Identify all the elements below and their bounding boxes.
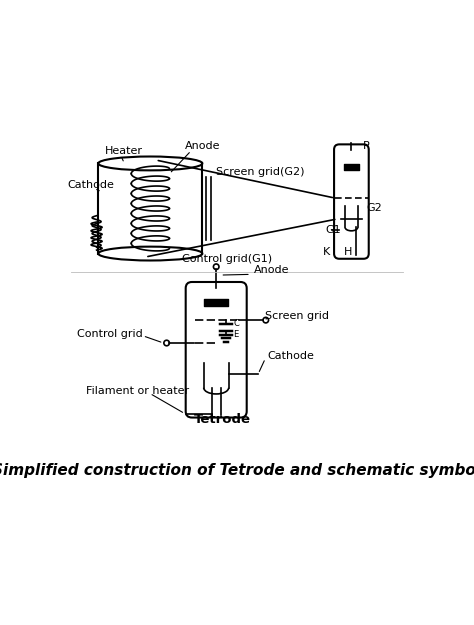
Text: Cathode: Cathode xyxy=(67,181,114,191)
Text: Screen grid(G2): Screen grid(G2) xyxy=(216,166,305,176)
Text: P: P xyxy=(363,141,369,151)
Text: H: H xyxy=(344,247,352,257)
Text: G1: G1 xyxy=(326,225,341,235)
Text: G2: G2 xyxy=(366,203,382,213)
Text: Cathode: Cathode xyxy=(267,351,314,361)
Text: C: C xyxy=(234,319,239,328)
Text: Filament or heater: Filament or heater xyxy=(86,386,189,396)
Text: Screen grid: Screen grid xyxy=(265,311,329,321)
Text: Anode: Anode xyxy=(185,141,220,151)
Text: Heater: Heater xyxy=(105,146,143,156)
Text: Control grid: Control grid xyxy=(77,329,143,339)
Text: Simplified construction of Tetrode and schematic symbol: Simplified construction of Tetrode and s… xyxy=(0,463,474,478)
Text: K: K xyxy=(323,247,330,257)
Text: Tetrode: Tetrode xyxy=(194,413,251,426)
Text: E: E xyxy=(234,330,239,339)
Text: Anode: Anode xyxy=(254,265,289,275)
Text: Control grid(G1): Control grid(G1) xyxy=(182,254,272,264)
